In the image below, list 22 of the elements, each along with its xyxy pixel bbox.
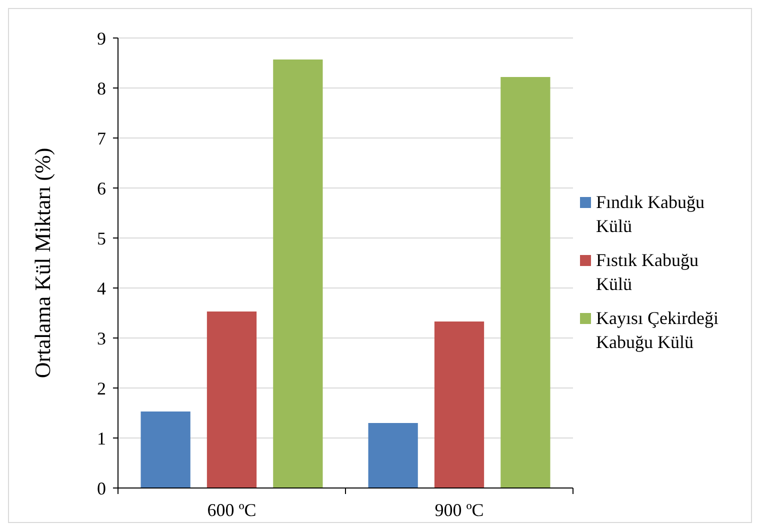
bar bbox=[273, 60, 323, 488]
legend-label: Fıstık Kabuğu Külü bbox=[596, 250, 699, 294]
bar bbox=[140, 412, 190, 488]
x-tick-label: 900 ºC bbox=[434, 500, 484, 520]
bar bbox=[434, 322, 484, 488]
y-tick-label: 4 bbox=[97, 278, 106, 298]
x-tick-label: 600 ºC bbox=[207, 500, 256, 520]
y-tick-label: 1 bbox=[97, 428, 106, 448]
bar bbox=[206, 312, 257, 488]
y-tick-label: 7 bbox=[97, 128, 106, 148]
y-tick-label: 6 bbox=[97, 178, 106, 198]
bar bbox=[500, 77, 550, 488]
y-tick-label: 9 bbox=[97, 28, 106, 48]
y-axis-title: Ortalama Kül Miktarı (%) bbox=[30, 148, 55, 378]
y-tick-label: 2 bbox=[97, 378, 106, 398]
legend-label: Kayısı Çekirdeği Kabuğu Külü bbox=[596, 308, 718, 352]
bar bbox=[368, 423, 418, 488]
y-tick-label: 0 bbox=[97, 478, 106, 498]
y-tick-label: 8 bbox=[97, 78, 106, 98]
y-tick-label: 5 bbox=[97, 228, 106, 248]
y-tick-label: 3 bbox=[97, 328, 106, 348]
legend-label: Fındık Kabuğu Külü bbox=[596, 192, 705, 236]
